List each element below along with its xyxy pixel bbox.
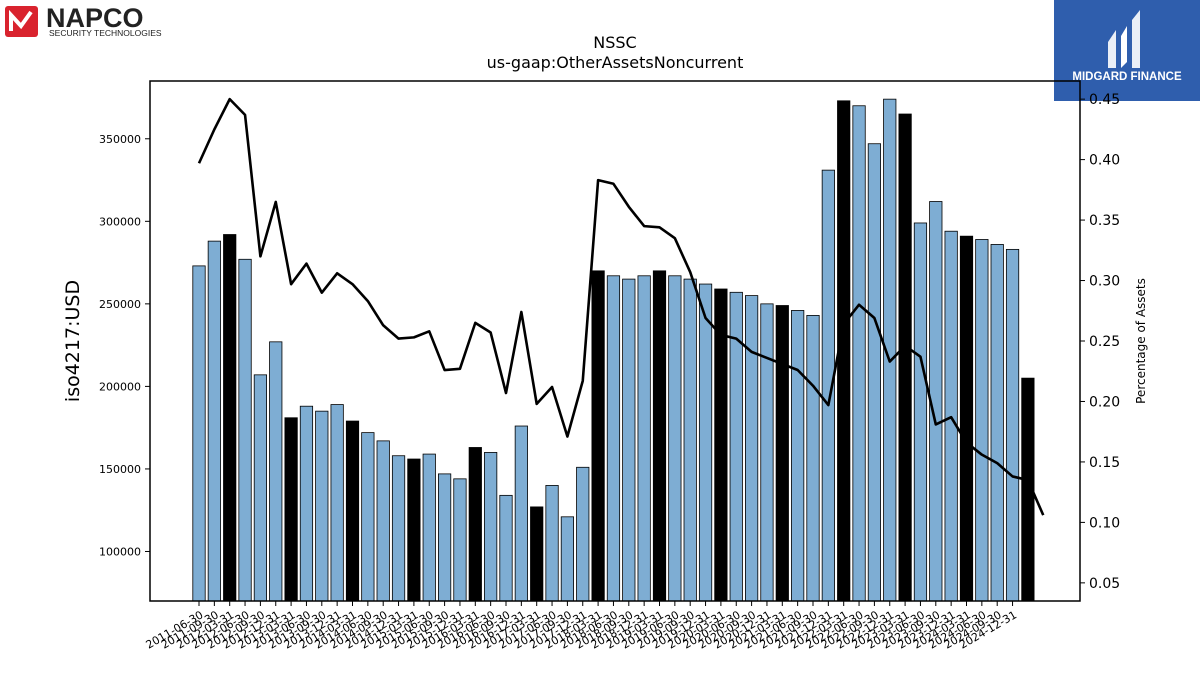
bar — [668, 275, 682, 602]
bar — [560, 516, 575, 602]
right-axis-label: Percentage of Assets — [1134, 278, 1148, 404]
bar — [698, 283, 713, 602]
y2-tick-label: 0.45 — [1089, 92, 1120, 108]
bar — [207, 240, 221, 602]
y2-tick-label: 0.40 — [1089, 153, 1120, 169]
bar — [622, 278, 636, 602]
midgard-logo-name: MIDGARD FINANCE — [1072, 71, 1182, 83]
bar — [299, 405, 314, 602]
bar — [514, 425, 528, 602]
bar — [437, 473, 452, 602]
bar — [898, 113, 912, 602]
bar — [637, 275, 651, 602]
bar — [253, 374, 267, 602]
bar — [959, 235, 974, 602]
y2-tick-label: 0.15 — [1089, 455, 1120, 471]
chart-title: NSSC — [593, 33, 636, 52]
y-tick-label: 300000 — [99, 215, 141, 228]
bar — [484, 452, 498, 602]
bar — [345, 420, 360, 602]
left-axis-label: iso4217:USD — [62, 280, 84, 402]
y2-tick-label: 0.25 — [1089, 334, 1120, 350]
bar — [422, 453, 436, 602]
bar — [545, 485, 559, 602]
midgard-logo-mark-right — [1132, 10, 1140, 68]
y-tick-label: 250000 — [99, 298, 141, 311]
midgard-finance-logo: MIDGARD FINANCE — [1054, 0, 1200, 101]
midgard-logo-mark-center — [1121, 26, 1127, 68]
ratio-line — [197, 97, 1045, 516]
bar — [269, 341, 283, 602]
bar — [530, 506, 544, 602]
bar — [775, 305, 789, 602]
bar — [223, 234, 237, 602]
y-tick-label: 350000 — [99, 133, 141, 146]
bar — [468, 447, 482, 602]
y2-tick-label: 0.30 — [1089, 274, 1120, 290]
bar — [376, 440, 390, 602]
midgard-logo-mark-left — [1108, 30, 1116, 68]
y-tick-label: 200000 — [99, 380, 141, 393]
y-tick-label: 150000 — [99, 463, 141, 476]
left-y-axis: 100000 150000 200000 250000 300000 350000 — [99, 133, 150, 558]
y2-tick-label: 0.35 — [1089, 213, 1120, 229]
bar — [791, 310, 805, 602]
bar — [591, 270, 605, 602]
right-y-axis: 0.05 0.10 0.15 0.20 0.25 0.30 0.35 0.40 0.45 — [1080, 92, 1120, 592]
bar — [745, 295, 759, 602]
bar — [238, 258, 252, 602]
bar — [361, 432, 375, 602]
napco-logo-tagline: SECURITY TECHNOLOGIES — [49, 28, 162, 38]
bar — [453, 478, 467, 602]
napco-logo: NAPCO SECURITY TECHNOLOGIES — [5, 3, 210, 40]
bar-series — [192, 98, 1035, 602]
y2-tick-label: 0.20 — [1089, 394, 1120, 410]
y-tick-label: 100000 — [99, 545, 141, 558]
bar — [867, 143, 882, 602]
bar — [330, 404, 344, 602]
bar — [391, 455, 406, 602]
x-axis: 2011-06-302011-09-302012-03-312012-06-30… — [144, 601, 1019, 652]
bar — [975, 239, 989, 602]
bar — [652, 270, 667, 602]
bar — [806, 315, 820, 602]
y2-tick-label: 0.05 — [1089, 576, 1120, 592]
bar — [990, 244, 1004, 602]
bar — [499, 494, 513, 602]
bar — [1005, 248, 1020, 602]
bar — [576, 466, 590, 602]
bar — [913, 222, 928, 602]
napco-logo-name: NAPCO — [46, 4, 144, 33]
bar — [284, 417, 298, 602]
chart-subtitle: us-gaap:OtherAssetsNoncurrent — [487, 53, 744, 72]
bar — [683, 278, 697, 602]
bar — [407, 458, 421, 602]
bar — [192, 265, 206, 602]
ratio-line-series — [197, 97, 1045, 516]
bar — [760, 303, 774, 602]
y2-tick-label: 0.10 — [1089, 515, 1120, 531]
bar — [315, 410, 329, 602]
bar — [852, 105, 866, 602]
bar — [606, 275, 621, 602]
napco-logo-mark-stroke — [9, 9, 33, 31]
